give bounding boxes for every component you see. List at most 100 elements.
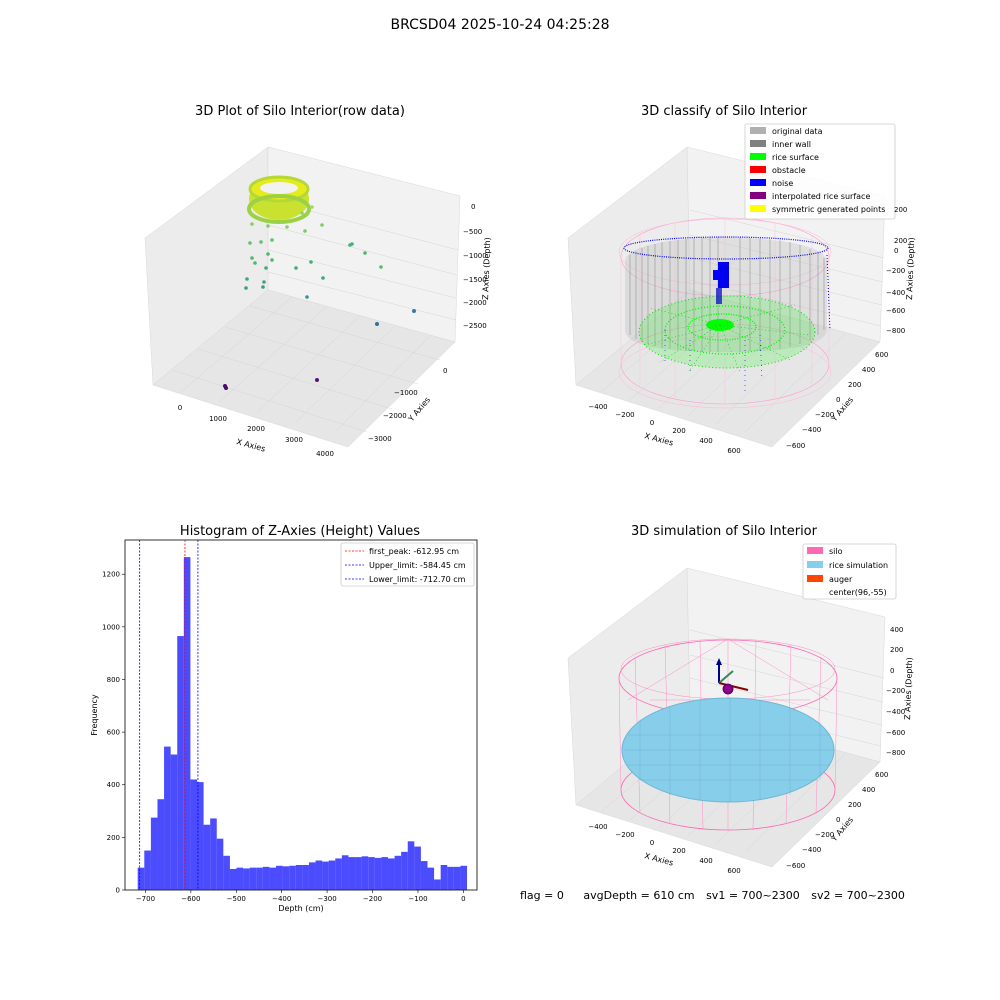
raw-y-ticks: 0 −1000 −2000 −3000	[368, 367, 447, 443]
x-tick-label: 0	[461, 895, 465, 903]
histogram-bar	[394, 855, 402, 890]
y-tick-label: 800	[107, 676, 120, 684]
classify-rice-surface	[638, 295, 816, 392]
simulation-x-tick: −200	[615, 831, 634, 839]
histogram-bar	[183, 557, 191, 890]
classify-panel-title: 3D classify of Silo Interior	[640, 104, 808, 119]
simulation-x-tick: 200	[672, 847, 685, 855]
legend-label: silo	[829, 547, 843, 556]
raw-x-ticks: 0 1000 2000 3000 4000	[178, 404, 334, 458]
legend-label: first_peak: -612.95 cm	[369, 547, 459, 556]
x-tick-label: −100	[408, 895, 427, 903]
raw-y-tick: −3000	[368, 435, 392, 443]
histogram-bar	[262, 866, 270, 890]
classify-z-ticks: 200 200 0 −200 −400 −600 −800	[886, 206, 907, 335]
histogram-bar	[216, 838, 224, 890]
classify-x-ticks: −400 −200 0 200 400 600	[588, 403, 740, 455]
classify-noise-rim	[623, 236, 831, 331]
histogram-bar	[157, 799, 165, 890]
histogram-bar	[427, 867, 435, 890]
flag-text: flag = 0	[520, 889, 564, 902]
simulation-y-tick: −600	[786, 862, 805, 870]
histogram-bar	[322, 861, 329, 890]
histogram-bar	[243, 868, 250, 890]
histogram-bar	[407, 841, 415, 890]
histogram-y-ticks: 0 200 400 600 800 1000 1200	[102, 571, 125, 895]
simulation-z-tick: −200	[886, 687, 905, 695]
histogram-bar	[460, 865, 468, 890]
histogram-bar	[355, 857, 362, 890]
raw-x-tick: 0	[178, 404, 182, 412]
histogram-bar	[341, 855, 349, 890]
sv1-text: sv1 = 700~2300	[706, 889, 800, 902]
raw-z-tick: −2000	[463, 299, 487, 307]
raw-z-tick: 0	[471, 203, 475, 211]
histogram-y-label: Frequency	[90, 694, 99, 736]
raw-y-tick: −2000	[383, 412, 407, 420]
histogram-bar	[308, 862, 316, 890]
classify-y-tick: −600	[786, 442, 805, 450]
legend-swatch	[807, 561, 823, 568]
legend-label: inner wall	[772, 140, 811, 149]
sv2-text: sv2 = 700~2300	[811, 889, 905, 902]
classify-z-tick: 200	[894, 206, 907, 214]
simulation-y-tick: 600	[875, 771, 888, 779]
simulation-x-ticks: −400 −200 0 200 400 600	[588, 823, 740, 875]
classify-x-tick: 200	[672, 427, 685, 435]
histogram-bar	[361, 856, 369, 890]
legend-label: rice surface	[772, 153, 819, 162]
raw-y-tick: 0	[443, 367, 447, 375]
x-tick-label: −400	[272, 895, 291, 903]
simulation-z-tick: 200	[890, 646, 903, 654]
legend-label: symmetric generated points	[772, 205, 885, 214]
simulation-y-tick: −200	[815, 831, 834, 839]
x-tick-label: −200	[363, 895, 382, 903]
legend-label: center(96,-55)	[829, 588, 887, 597]
histogram-bar	[282, 866, 290, 890]
y-tick-label: 1200	[102, 571, 120, 579]
legend-swatch	[807, 575, 823, 582]
simulation-x-tick: 600	[727, 867, 740, 875]
x-tick-label: −600	[181, 895, 200, 903]
histogram-bar	[144, 850, 151, 890]
legend-label: Lower_limit: -712.70 cm	[369, 575, 466, 584]
simulation-auger-axes	[716, 658, 749, 695]
histogram-bar	[276, 865, 283, 890]
histogram-bar	[420, 861, 428, 890]
raw-z-tick: −1500	[463, 276, 487, 284]
classify-y-tick: 400	[862, 366, 875, 374]
y-tick-label: 600	[107, 729, 120, 737]
classify-z-tick: 0	[894, 247, 898, 255]
simulation-y-label: Y Axies	[829, 815, 855, 844]
simulation-y-ticks: 600 400 200 0 −200 −400 −600	[786, 771, 888, 870]
simulation-x-tick: −400	[588, 823, 607, 831]
histogram-x-label: Depth (cm)	[278, 904, 323, 913]
histogram-bar	[453, 866, 461, 890]
simulation-z-tick: 0	[890, 667, 894, 675]
raw-panel-title: 3D Plot of Silo Interior(row data)	[195, 104, 405, 119]
histogram-bar	[401, 851, 408, 890]
legend-swatch	[750, 192, 766, 199]
legend-label: Upper_limit: -584.45 cm	[369, 561, 466, 570]
simulation-z-tick: −800	[886, 749, 905, 757]
classify-x-tick: 0	[650, 419, 654, 427]
classify-noise-cluster	[713, 262, 729, 304]
y-tick-label: 1000	[102, 623, 120, 631]
legend-swatch	[750, 127, 766, 134]
histogram-bar	[137, 867, 145, 890]
histogram-bar	[315, 860, 323, 890]
classify-z-tick: −200	[886, 267, 905, 275]
histogram-bar	[196, 782, 204, 890]
raw-x-tick: 4000	[316, 450, 334, 458]
simulation-y-tick: 400	[862, 786, 875, 794]
raw-grid	[171, 199, 459, 434]
status-footer: flag = 0 avgDepth = 610 cm sv1 = 700~230…	[520, 889, 913, 902]
classify-y-tick: 600	[875, 351, 888, 359]
classify-y-tick: −400	[802, 426, 821, 434]
histogram-bar	[289, 865, 296, 890]
raw-y-tick: −1000	[394, 389, 418, 397]
x-tick-label: −700	[136, 895, 155, 903]
classify-y-tick: 0	[836, 396, 840, 404]
